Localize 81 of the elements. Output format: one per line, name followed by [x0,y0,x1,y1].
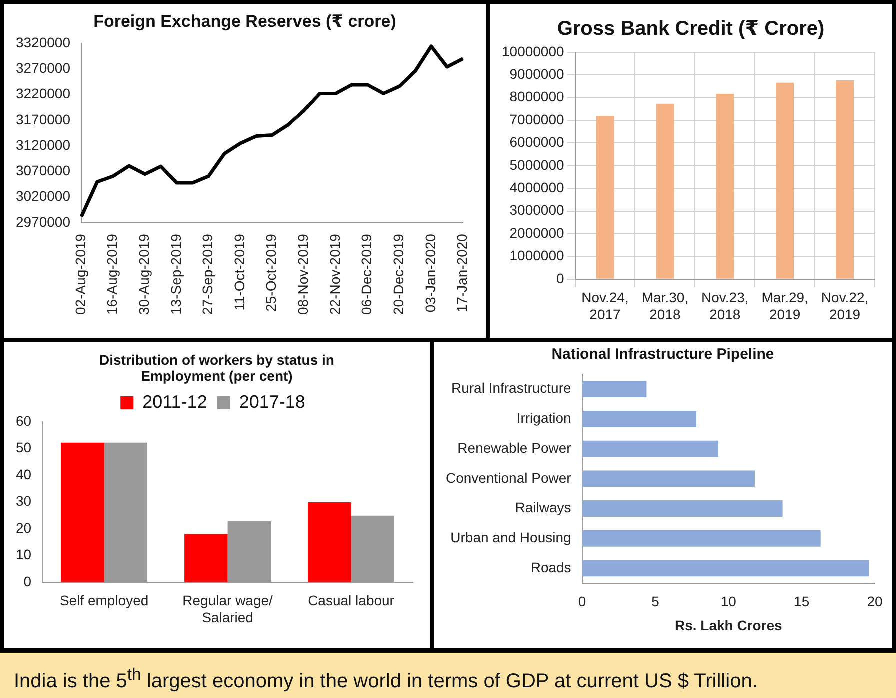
x-tick-label: 02-Aug-2019 [72,234,88,315]
x-tick-label: 5 [652,594,660,610]
bar [716,94,734,279]
y-tick-label: Irrigation [516,410,572,426]
x-tick-label: 16-Aug-2019 [104,234,120,315]
y-tick-label: 30 [16,493,32,510]
bar [582,381,647,398]
x-tick-label: 22-Nov-2019 [326,234,343,315]
bar [582,410,696,428]
bar [308,502,352,582]
bar [776,82,794,279]
x-tick-label: 20 [867,594,883,610]
chart-title: National Infrastructure Pipeline [550,346,776,363]
chart-title: Gross Bank Credit (₹ Crore) [556,17,826,41]
y-tick-label: Railways [515,500,572,516]
legend-label: 2017-18 [239,392,306,412]
y-tick-label: 20 [16,520,32,536]
x-tick-label: Regular wage/ Salaried [182,592,274,626]
y-tick-label: 50 [16,440,32,456]
bar [582,440,718,458]
x-axis-title: Rs. Lakh Crores [674,617,783,634]
bar [582,560,870,577]
x-tick-label: 03-Jan-2020 [422,234,438,313]
x-tick-label: Casual labour [308,592,395,609]
y-tick-label: 3220000 [16,86,71,102]
x-tick-label: Nov.24, 2017 [582,290,629,322]
y-tick-label: 3070000 [16,162,71,179]
x-tick-label: Mar.30, 2018 [642,290,689,322]
x-tick-label: 11-Oct-2019 [231,234,248,311]
y-tick-label: 10 [16,546,32,563]
y-tick-label: 7000000 [510,111,564,128]
y-tick-label: 10000000 [502,43,564,60]
text: India is the 5$^{th}$ largest economy in the world in terms of GDP at current US $ Trillion. [14,665,759,694]
x-tick-label: 06-Dec-2019 [358,234,375,315]
x-tick-label: Mar.29, 2019 [762,290,808,322]
y-tick-label: 6000000 [510,134,564,150]
y-tick-label: 5000000 [510,156,564,173]
x-tick-label: 27-Sep-2019 [200,234,216,315]
y-tick-label: 40 [16,466,32,482]
x-tick-label: 30-Aug-2019 [136,234,152,315]
y-tick-label: Roads [530,559,572,576]
y-tick-label: 9000000 [510,66,564,82]
bar [582,530,821,547]
bar [836,80,854,279]
y-tick-label: 3320000 [16,34,71,50]
y-tick-label: Rural Infrastructure [451,380,572,396]
bar [61,442,104,582]
y-tick-label: 3170000 [16,111,71,128]
x-tick-label: 25-Oct-2019 [263,234,280,312]
x-tick-label: 15 [794,594,810,610]
bar [582,500,783,517]
y-tick-label: 8000000 [510,88,564,105]
y-tick-label: 2970000 [16,214,71,230]
bar [184,534,228,582]
chart-title: Distribution of workers by status in Employment (per cent) [98,352,336,384]
y-tick-label: 3020000 [16,188,71,204]
bar [656,104,674,279]
y-tick-label: 4000000 [510,179,564,196]
y-tick-label: 1000000 [510,248,564,264]
x-tick-label: 0 [578,594,586,610]
y-tick-label: Urban and Housing [450,529,572,546]
y-tick-label: 3000000 [510,202,564,218]
chart-title: Foreign Exchange Reserves (₹ crore) [92,12,398,32]
y-tick-label: 0 [24,573,32,590]
x-tick-label: Nov.23, 2018 [702,290,749,322]
bar [582,470,755,488]
y-tick-label: 2000000 [510,224,564,241]
x-tick-label: 20-Dec-2019 [390,234,406,315]
bar [596,116,614,279]
x-tick-label: 08-Nov-2019 [295,234,312,315]
x-tick-label: 17-Jan-2020 [454,234,470,313]
x-tick-label: 10 [720,594,737,610]
y-tick-label: 60 [16,412,32,429]
x-tick-label: Nov.22, 2019 [821,290,869,322]
y-tick-label: Conventional Power [446,470,572,486]
x-tick-label: Self employed [60,592,149,609]
y-tick-label: Renewable Power [458,440,572,456]
legend-label: 2011-12 [142,392,208,412]
x-tick-label: 13-Sep-2019 [168,234,184,315]
y-tick-label: 3120000 [16,136,71,153]
y-tick-label: 3270000 [16,60,71,76]
